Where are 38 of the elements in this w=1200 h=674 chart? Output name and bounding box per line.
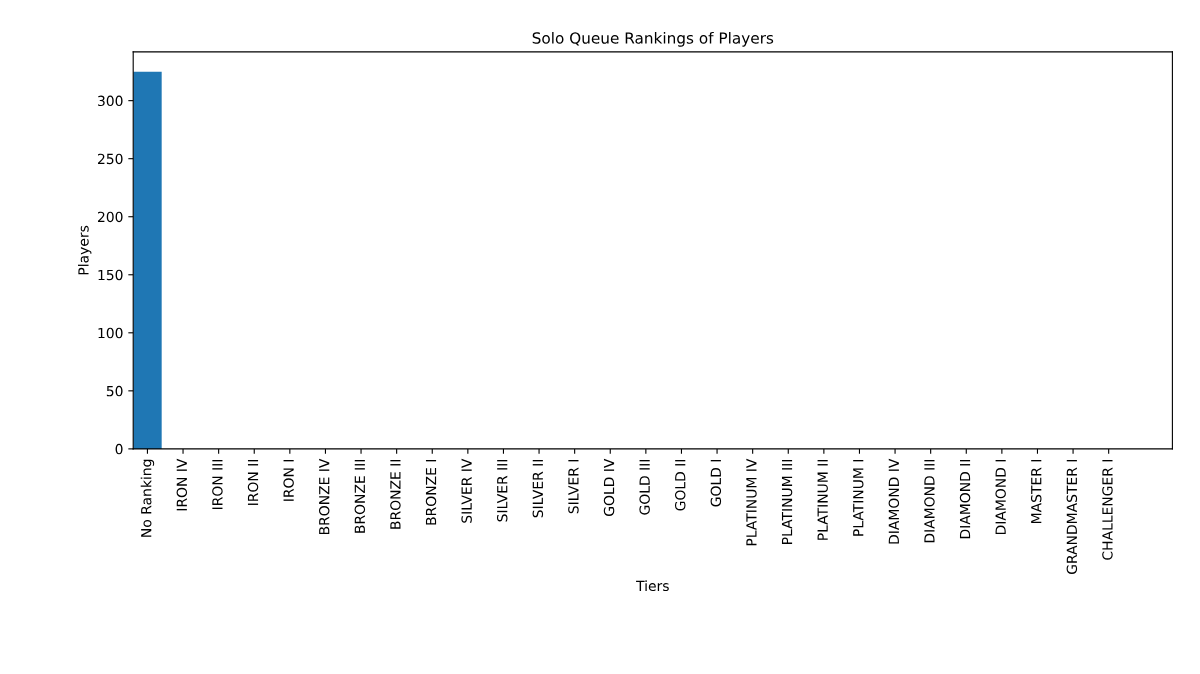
chart-title: Solo Queue Rankings of Players	[532, 31, 774, 47]
x-tick-label: IRON IV	[176, 458, 188, 511]
x-tick-label: CHALLENGER I	[1102, 459, 1113, 560]
x-tick-label: PLATINUM IV	[746, 458, 757, 546]
x-tick-label: IRON I	[283, 459, 294, 501]
y-tick-label: 50	[106, 385, 123, 397]
x-tick-label: SILVER I	[568, 459, 579, 514]
x-tick-label: IRON III	[212, 459, 223, 510]
y-axis-title: Players	[77, 225, 92, 275]
x-tick-label: PLATINUM II	[817, 459, 828, 540]
x-tick-label: BRONZE I	[425, 459, 437, 525]
x-tick-label: SILVER II	[532, 459, 544, 518]
x-axis-title: Tiers	[636, 580, 669, 592]
x-tick-label: GOLD II	[674, 459, 686, 511]
x-tick-label: PLATINUM III	[781, 459, 793, 544]
x-tick-label: SILVER IV	[461, 458, 472, 523]
x-tick-label: GOLD I	[710, 459, 722, 507]
x-tick-label: GOLD III	[639, 459, 650, 515]
x-tick-label: SILVER III	[496, 459, 508, 522]
y-tick-label: 100	[98, 327, 123, 339]
x-tick-label: GRANDMASTER I	[1066, 459, 1078, 574]
x-tick-label: BRONZE III	[354, 459, 366, 533]
x-tick-label: DIAMOND I	[995, 459, 1006, 535]
x-tick-label: No Ranking	[140, 459, 155, 537]
x-tick-label: IRON II	[247, 459, 259, 505]
x-tick-label: DIAMOND III	[924, 459, 935, 543]
x-tick-label: BRONZE IV	[318, 458, 330, 535]
x-tick-label: GOLD IV	[603, 458, 615, 516]
y-tick-label: 250	[97, 153, 123, 165]
y-tick-label: 200	[97, 211, 123, 223]
y-tick-label: 0	[115, 443, 123, 455]
x-tick-label: PLATINUM I	[853, 459, 864, 536]
x-tick-label: DIAMOND II	[959, 459, 971, 539]
x-tick-label: MASTER I	[1031, 459, 1042, 523]
x-tick-label: DIAMOND IV	[888, 458, 900, 544]
y-tick-label: 150	[98, 269, 123, 281]
x-tick-label: BRONZE II	[390, 459, 401, 529]
y-tick-label: 300	[98, 95, 123, 107]
